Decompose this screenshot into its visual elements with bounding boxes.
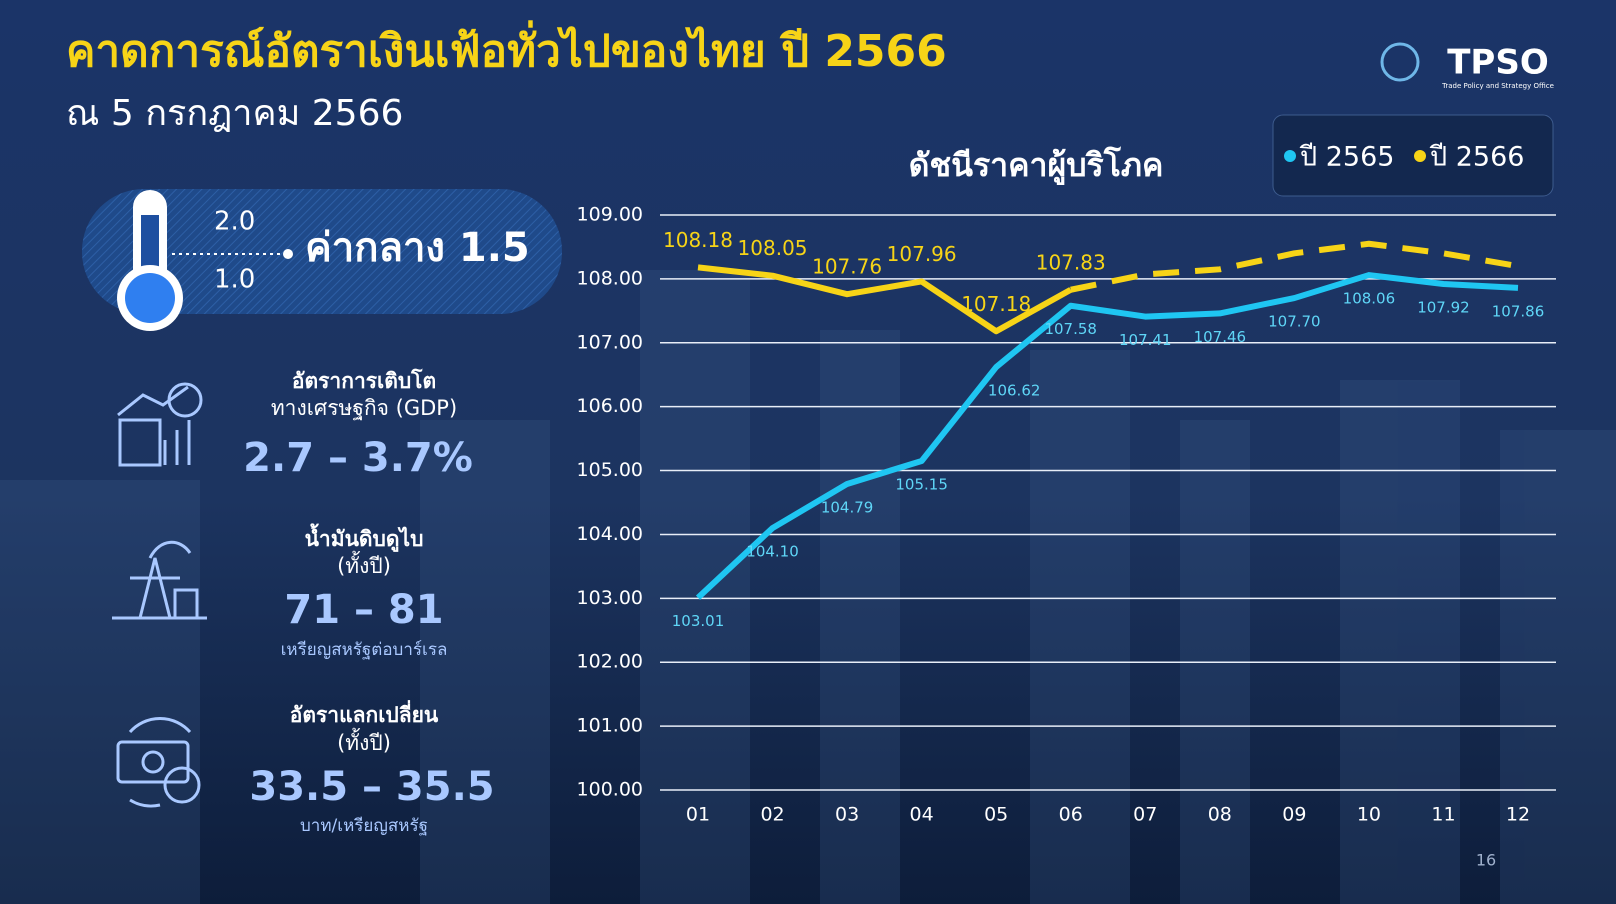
oil-title: น้ำมันดิบดูไบ <box>305 523 424 553</box>
gdp-title: อัตราการเติบโต <box>292 368 436 393</box>
oil-subtitle: (ทั้งปี) <box>337 551 391 578</box>
x-tick-label: 01 <box>686 804 710 826</box>
x-tick-label: 08 <box>1208 804 1232 826</box>
gdp-subtitle: ทางเศรษฐกิจ (GDP) <box>271 396 457 420</box>
thermometer-bulb-fill <box>125 273 175 323</box>
x-tick-label: 03 <box>835 804 859 826</box>
legend-swatch <box>1284 150 1296 162</box>
y-tick-label: 107.00 <box>577 331 643 353</box>
x-tick-label: 06 <box>1059 804 1083 826</box>
data-label: 107.41 <box>1119 331 1172 349</box>
legend-box <box>1272 114 1554 197</box>
inflation-high: 2.0 <box>214 207 255 237</box>
oil-icon <box>112 540 207 620</box>
oil-unit: เหรียญสหรัฐต่อบาร์เรล <box>281 640 448 660</box>
x-tick-label: 10 <box>1357 804 1381 826</box>
gdp-icon <box>117 382 203 467</box>
x-tick-label: 12 <box>1506 804 1530 826</box>
data-label: 108.18 <box>663 228 733 252</box>
logo-emblem <box>1380 42 1420 82</box>
y-tick-label: 109.00 <box>577 204 643 226</box>
y-tick-label: 100.00 <box>577 779 643 801</box>
data-label: 105.15 <box>895 475 948 493</box>
line <box>695 272 1519 600</box>
logo-tagline: Trade Policy and Strategy Office <box>1441 82 1554 90</box>
y-tick-label: 103.00 <box>577 587 643 609</box>
chart-title: ดัชนีราคาผู้บริโภค <box>909 146 1164 186</box>
data-label: 107.70 <box>1268 313 1321 331</box>
logo-name: TPSO <box>1447 43 1549 83</box>
y-tick-label: 104.00 <box>577 523 643 545</box>
legend-label: ปี 2565 <box>1300 142 1395 173</box>
inflation-low: 1.0 <box>214 265 255 295</box>
fx-title: อัตราแลกเปลี่ยน <box>290 699 439 727</box>
data-label: 104.79 <box>821 498 874 516</box>
inflation-mid: ค่ากลาง 1.5 <box>305 225 530 271</box>
data-label: 107.92 <box>1417 299 1470 317</box>
data-label: 107.83 <box>1036 250 1106 274</box>
oil-value: 71 – 81 <box>284 587 443 633</box>
data-label: 107.86 <box>1492 302 1545 320</box>
data-label: 107.18 <box>961 292 1031 316</box>
y-tick-label: 101.00 <box>577 715 643 737</box>
fx-value: 33.5 – 35.5 <box>249 764 494 810</box>
data-label: 107.76 <box>812 255 882 279</box>
y-tick-label: 106.00 <box>577 395 643 417</box>
y-tick-label: 105.00 <box>577 459 643 481</box>
x-tick-label: 05 <box>984 804 1008 826</box>
legend-swatch <box>1414 150 1426 162</box>
data-label: 108.06 <box>1343 290 1396 308</box>
x-tick-label: 02 <box>760 804 784 826</box>
x-tick-label: 07 <box>1133 804 1157 826</box>
data-label: 107.46 <box>1194 328 1247 346</box>
inflation-pill <box>82 189 562 314</box>
x-tick-label: 04 <box>910 804 934 826</box>
y-tick-label: 102.00 <box>577 651 643 673</box>
subtitle: ณ 5 กรกฎาคม 2566 <box>66 93 403 134</box>
data-label: 107.58 <box>1044 320 1097 338</box>
y-tick-label: 108.00 <box>577 267 643 289</box>
legend-label: ปี 2566 <box>1430 142 1525 173</box>
mid-dot <box>283 249 293 259</box>
data-label: 107.96 <box>887 242 957 266</box>
data-label: 104.10 <box>746 543 799 561</box>
gdp-value: 2.7 – 3.7% <box>243 435 473 481</box>
page-number: 16 <box>1476 851 1496 870</box>
data-label: 103.01 <box>672 612 725 630</box>
x-tick-label: 09 <box>1282 804 1306 826</box>
fx-icon <box>116 717 201 808</box>
data-label: 106.62 <box>988 382 1041 400</box>
forecast-line <box>1070 240 1519 293</box>
data-label: 108.05 <box>738 236 808 260</box>
line <box>697 264 1073 335</box>
fx-unit: บาท/เหรียญสหรัฐ <box>300 816 428 836</box>
fx-subtitle: (ทั้งปี) <box>337 728 391 755</box>
x-tick-label: 11 <box>1431 804 1455 826</box>
title: คาดการณ์อัตราเงินเฟ้อทั่วไปของไทย ปี 256… <box>66 20 947 77</box>
